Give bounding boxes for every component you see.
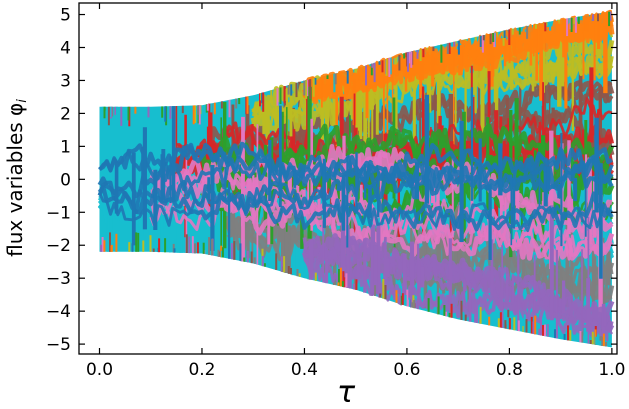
x-tick-label-0: 0.0 (86, 360, 113, 380)
y-tick-label-6: 1 (60, 137, 71, 157)
plot-frame (78, 2, 618, 355)
x-axis-label: τ (337, 375, 356, 409)
y-tick-label-1: −4 (46, 302, 71, 322)
x-tick-label-5: 1.0 (598, 360, 625, 380)
envelope-fringe (100, 11, 612, 347)
y-axis: −5 −4 −3 −2 −1 0 1 2 3 4 5 (46, 6, 617, 355)
y-tick-label-3: −2 (46, 236, 71, 256)
y-tick-label-9: 4 (60, 38, 71, 58)
y-tick-label-8: 3 (60, 71, 71, 91)
series-8 (301, 205, 615, 344)
x-tick-label-2: 0.4 (291, 360, 318, 380)
series-8-line-5 (302, 241, 612, 342)
series-3-line-2 (251, 59, 614, 131)
x-tick-label-4: 0.8 (496, 360, 523, 380)
y-tick-label-4: −1 (46, 203, 71, 223)
y-tick-label-7: 2 (60, 104, 71, 124)
plot-area (97, 9, 615, 348)
x-tick-label-3: 0.6 (393, 360, 420, 380)
y-axis-label: flux variables φi (3, 99, 30, 257)
x-tick-label-1: 0.2 (188, 360, 215, 380)
y-tick-label-2: −3 (46, 269, 71, 289)
series-9 (97, 87, 614, 279)
y-tick-label-0: −5 (46, 335, 71, 355)
y-axis-label-subscript: i (15, 99, 30, 103)
x-axis: 0.0 0.2 0.4 0.6 0.8 1.0 (86, 3, 625, 380)
y-tick-label-5: 0 (60, 170, 71, 190)
y-axis-label-main: flux variables φ (3, 103, 27, 257)
y-tick-label-10: 5 (60, 6, 71, 26)
